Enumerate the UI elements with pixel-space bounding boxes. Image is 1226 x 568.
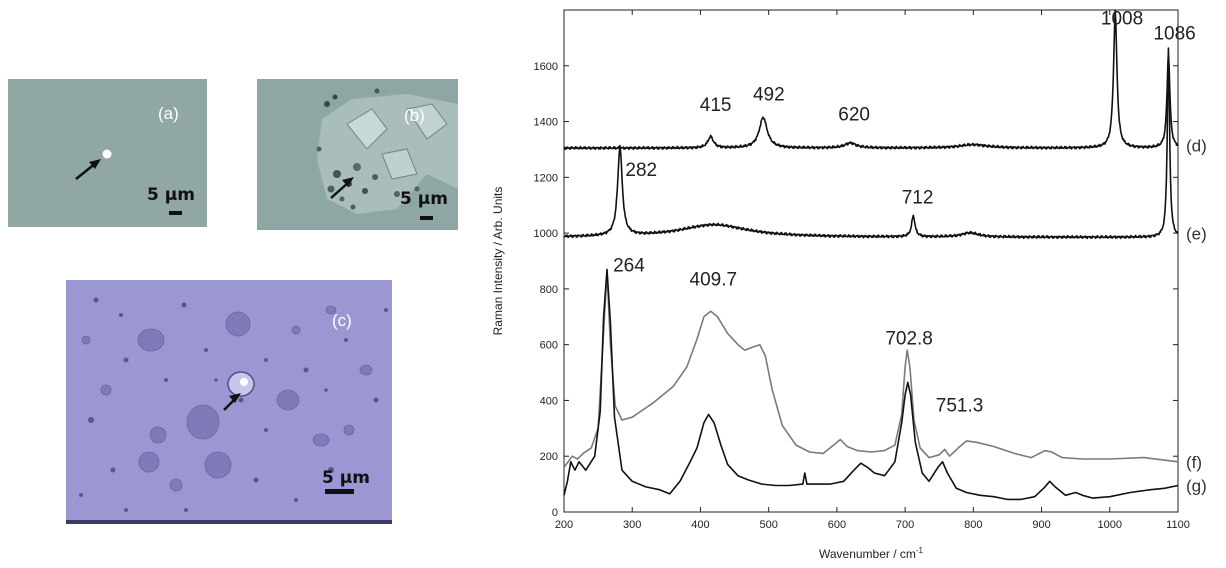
x-axis-title: Wavenumber / cm-1 [819, 546, 924, 561]
trace-f [563, 271, 1179, 468]
micrograph-b: (b) 5 μm [257, 79, 458, 230]
peak-label: 409.7 [690, 270, 738, 291]
trace-label-e: (e) [1186, 225, 1207, 244]
peak-label: 751.3 [936, 396, 984, 417]
scale-bar-label: 5 μm [400, 189, 448, 209]
x-tick-label: 1100 [1166, 519, 1190, 531]
peak-label: 282 [625, 160, 657, 181]
trace-label-d: (d) [1186, 137, 1207, 156]
scale-bar [325, 489, 354, 494]
y-tick-label: 800 [540, 284, 558, 296]
peak-label: 415 [700, 95, 732, 116]
scale-bar-label: 5 μm [147, 185, 195, 205]
peak-label: 1086 [1153, 24, 1195, 45]
x-tick-label: 400 [691, 519, 709, 531]
x-tick-label: 900 [1032, 519, 1050, 531]
particle-cluster [316, 88, 458, 214]
peak-label: 492 [753, 85, 785, 106]
micrograph-c: (c) 5 μm [66, 280, 392, 524]
peak-label: 620 [838, 105, 870, 126]
y-tick-label: 0 [552, 507, 558, 519]
x-tick-label: 600 [828, 519, 846, 531]
y-tick-label: 1400 [534, 117, 558, 129]
arrow-icon [330, 177, 354, 199]
y-tick-label: 200 [540, 451, 558, 463]
peak-label: 712 [902, 187, 934, 208]
scale-bar-label: 5 μm [322, 468, 370, 488]
scale-bar [169, 211, 182, 215]
x-tick-label: 500 [759, 519, 777, 531]
trace-e [563, 47, 1179, 240]
arrow-icon [75, 159, 101, 180]
panel-label-b: (b) [404, 106, 425, 125]
trace-g [563, 268, 1179, 501]
trace-label-f: (f) [1186, 453, 1202, 472]
raman-spectra-chart: 200 300 400 500 600 700 800 900 1000 110002004006… [491, 9, 1207, 561]
x-tick-label: 200 [555, 519, 573, 531]
x-tick-label: 1000 [1098, 519, 1122, 531]
droplet-field [81, 305, 373, 492]
trace-d [563, 9, 1179, 151]
trace-label-g: (g) [1186, 477, 1207, 496]
scale-bar [420, 216, 433, 220]
arrow-icon [223, 393, 241, 411]
y-tick-label: 600 [540, 340, 558, 352]
x-tick-label: 300 [623, 519, 641, 531]
y-tick-label: 1600 [534, 61, 558, 73]
x-tick-label: 700 [896, 519, 914, 531]
plot-frame [563, 9, 1179, 513]
particle [102, 149, 112, 159]
panel-label-a: (a) [158, 104, 179, 123]
peak-label: 1008 [1101, 9, 1143, 30]
panel-label-c: (c) [332, 311, 352, 330]
peak-label: 702.8 [885, 329, 933, 350]
crystal [227, 371, 255, 397]
y-axis-title: Raman Intensity / Arb. Units [491, 187, 505, 336]
y-tick-label: 1000 [534, 228, 558, 240]
peak-label: 264 [613, 256, 645, 277]
y-tick-label: 1200 [534, 172, 558, 184]
micrograph-a: (a) 5 μm [8, 79, 207, 227]
x-tick-label: 800 [964, 519, 982, 531]
y-tick-label: 400 [540, 395, 558, 407]
